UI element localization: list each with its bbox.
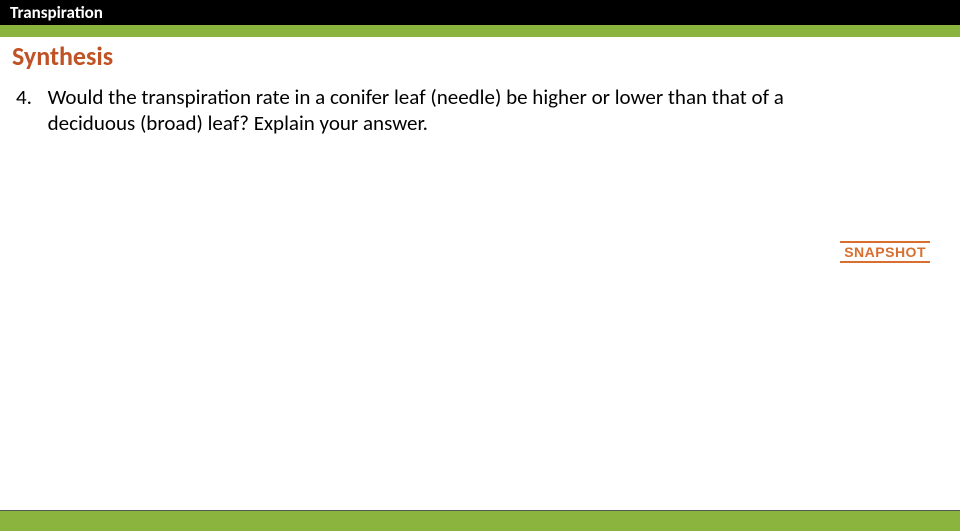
slide-title: Synthesis (12, 40, 113, 72)
header-topic: Transpiration (10, 2, 103, 23)
slide-title-area: Synthesis (12, 40, 113, 72)
header-green-stripe (0, 25, 960, 37)
footer-green-bar (0, 511, 960, 531)
question-block: 4. Would the transpiration rate in a con… (16, 84, 920, 137)
question-text: Would the transpiration rate in a conife… (48, 84, 868, 137)
snapshot-badge: SNAPSHOT (840, 241, 930, 263)
snapshot-label: SNAPSHOT (844, 244, 926, 260)
question-number: 4. (16, 84, 44, 110)
header-bar: Transpiration (0, 0, 960, 25)
